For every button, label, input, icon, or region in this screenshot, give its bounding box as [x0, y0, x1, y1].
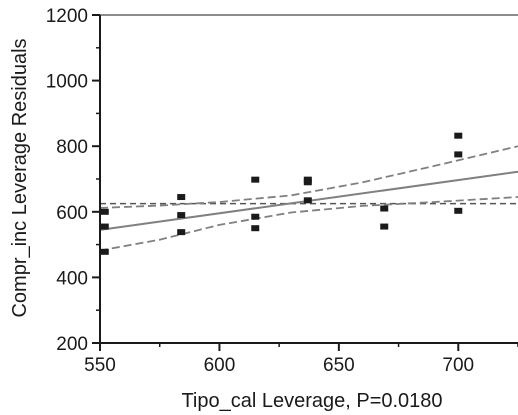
y-axis: 200 400 600 800 1000 1200: [46, 6, 101, 355]
data-point: [100, 248, 109, 255]
data-point: [454, 151, 463, 158]
data-point: [251, 213, 260, 220]
confidence-upper-curve: [99, 145, 518, 209]
x-tick-label: 550: [84, 355, 116, 376]
x-axis-label: Tipo_cal Leverage, P=0.0180: [181, 390, 442, 412]
x-axis: 550 600 650 700: [84, 342, 518, 376]
data-point: [380, 223, 389, 230]
y-tick-label: 800: [56, 137, 88, 158]
y-tick-label: 1200: [46, 6, 88, 27]
data-point: [251, 176, 260, 183]
data-point: [177, 229, 186, 236]
data-point: [177, 212, 186, 219]
y-axis-label: Compr_inc Leverage Residuals: [9, 38, 31, 317]
data-point: [454, 132, 463, 139]
x-tick-label: 700: [442, 355, 474, 376]
confidence-lower-curve: [99, 196, 518, 252]
y-tick-label: 600: [56, 203, 88, 224]
plot-area: [99, 14, 518, 255]
data-point: [100, 223, 109, 230]
y-tick-label: 1000: [46, 72, 88, 93]
data-point: [303, 179, 312, 186]
data-point: [380, 205, 389, 212]
x-tick-label: 650: [323, 355, 355, 376]
x-tick-label: 600: [204, 355, 236, 376]
y-tick-label: 200: [56, 334, 88, 355]
data-point: [100, 208, 109, 215]
data-point: [177, 194, 186, 201]
data-point: [454, 207, 463, 214]
y-tick-label: 400: [56, 268, 88, 289]
data-point: [251, 225, 260, 232]
data-point: [303, 197, 312, 204]
